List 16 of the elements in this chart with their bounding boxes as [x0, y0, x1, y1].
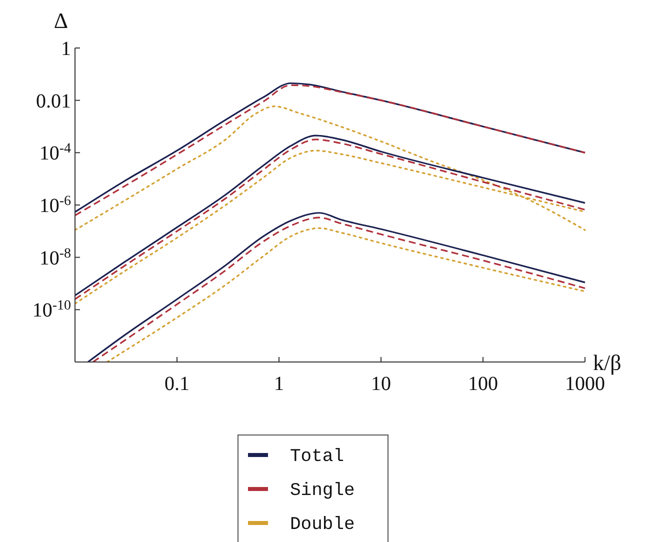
x-tick-label: 1	[274, 373, 284, 395]
x-tick-label: 100	[468, 373, 498, 395]
x-tick-label: 1000	[565, 373, 605, 395]
y-tick-label: 10$^{-6}$	[39, 194, 71, 217]
y-tick-label: 10$^{-8}$	[39, 246, 71, 270]
y-tick-label: 0.01	[36, 90, 71, 112]
x-axis-title: k/β	[593, 350, 622, 375]
legend-label: Total	[290, 447, 344, 467]
y-tick-label: 1	[61, 38, 71, 60]
legend-label: Double	[290, 515, 355, 535]
y-tick-label: 10$^{-4}$	[39, 141, 71, 165]
x-tick-label: 0.1	[164, 373, 190, 395]
x-tick-label: 10	[371, 373, 391, 395]
legend-label: Single	[290, 481, 355, 501]
y-axis-title: Δ	[54, 8, 68, 33]
y-tick-label: 10$^{-10}$	[32, 298, 71, 322]
